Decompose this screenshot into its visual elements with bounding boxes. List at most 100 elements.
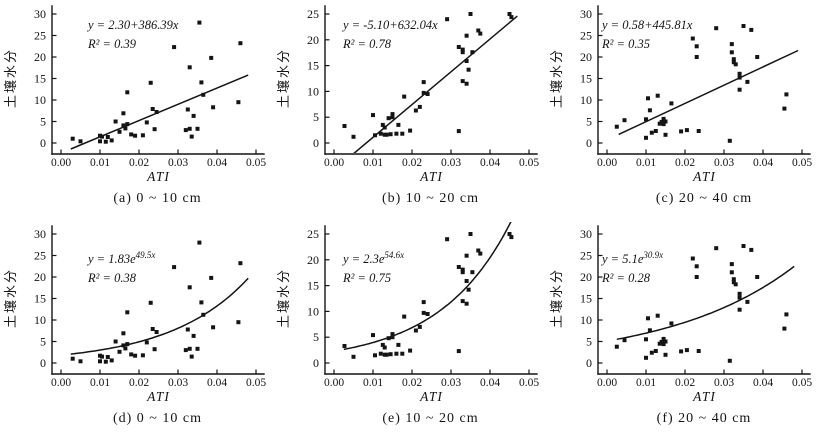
data-point (659, 119, 664, 124)
data-point (123, 126, 128, 131)
data-point (614, 344, 619, 349)
y-tick-label: 0 (586, 136, 592, 150)
y-tick-label: 25 (580, 29, 592, 43)
y-tick-label: 15 (34, 292, 46, 306)
y-tick-label: 5 (40, 335, 46, 349)
axes (597, 5, 811, 155)
data-point (690, 36, 695, 41)
data-point (199, 80, 204, 85)
data-point (425, 92, 430, 96)
data-point (185, 107, 190, 112)
x-tick-label: 0.05 (792, 377, 812, 389)
data-point (378, 131, 383, 136)
data-point (659, 339, 664, 344)
y-axis-title: 土壤水分 (276, 48, 291, 108)
x-tick-label: 0.01 (90, 157, 110, 169)
data-point (129, 352, 134, 357)
equation-exponent: 30.9x (643, 249, 664, 260)
tick-labels: 0 5 10 15 20 25 30 0.00 0.01 0.02 0.03 0.04 0.05 (34, 227, 266, 389)
fit-line (343, 222, 512, 351)
fit-line (616, 265, 795, 341)
data-point (679, 349, 684, 354)
x-tick-label: 0.03 (714, 157, 734, 169)
data-point (714, 246, 719, 251)
tick-marks (325, 13, 530, 154)
x-tick-label: 0.02 (402, 377, 422, 389)
data-point (400, 131, 405, 136)
data-point (622, 338, 627, 343)
data-point (121, 123, 126, 128)
data-point (394, 131, 399, 136)
data-point (154, 330, 159, 334)
data-point (653, 349, 658, 353)
data-point (209, 55, 214, 60)
data-point (737, 307, 742, 312)
y-tick-label: 10 (307, 304, 319, 318)
subplot-f: 0 5 10 15 20 25 30 0.00 0.01 0.02 0.03 0.04 0.05 ATI 土… (546, 220, 820, 439)
r-squared-text: R² = 0.28 (602, 271, 650, 286)
data-point (386, 116, 391, 121)
data-point (476, 248, 481, 253)
data-point (464, 279, 469, 283)
x-tick-label: 0.00 (597, 377, 617, 389)
data-point (238, 261, 243, 266)
data-point (380, 122, 385, 127)
data-point (105, 355, 110, 359)
x-tick-label: 0.04 (207, 377, 227, 389)
data-point (663, 352, 668, 357)
data-point (456, 45, 461, 49)
equation-text: y = -5.10+632.04x (343, 16, 438, 35)
x-axis-title: ATI (146, 389, 170, 404)
x-tick-label: 0.02 (129, 377, 149, 389)
axes (597, 225, 811, 375)
data-point (351, 354, 356, 359)
x-tick-label: 0.00 (324, 157, 344, 169)
tick-marks (325, 233, 530, 374)
data-point (342, 344, 347, 348)
y-tick-label: 5 (40, 115, 46, 129)
data-point (694, 44, 699, 49)
data-point (371, 333, 375, 338)
data-point (445, 237, 450, 242)
data-point (460, 50, 465, 55)
caption-d: (d) 0 ~ 10 cm (112, 411, 202, 426)
data-point (189, 354, 194, 359)
data-point (342, 124, 347, 128)
y-tick-label: 15 (580, 292, 592, 306)
data-point (445, 17, 450, 22)
x-tick-label: 0.04 (753, 157, 773, 169)
y-tick-label: 15 (307, 279, 319, 293)
axes (51, 5, 265, 155)
data-point (737, 71, 742, 76)
data-point (478, 31, 483, 36)
scatter-chart-f: 0 5 10 15 20 25 30 0.00 0.01 0.02 0.03 0.04 0.05 ATI 土… (549, 225, 812, 404)
data-point (187, 346, 192, 351)
fit-annotation-d: y = 1.83e49.5x R² = 0.38 (88, 250, 155, 289)
fit-annotation-b: y = -5.10+632.04x R² = 0.78 (343, 16, 438, 55)
data-point (100, 354, 104, 359)
x-tick-label: 0.04 (480, 157, 500, 169)
data-point (129, 132, 134, 137)
scatter-chart-e: 0 5 10 15 20 25 0.00 0.01 0.02 0.03 0.04 0.05 ATI 土壤水… (276, 222, 539, 404)
r-squared-text: R² = 0.38 (88, 271, 136, 286)
caption-a: (a) 0 ~ 10 cm (113, 191, 202, 206)
data-point (649, 130, 654, 135)
data-point (121, 111, 126, 116)
data-point (103, 139, 108, 144)
x-tick-label: 0.00 (51, 157, 71, 169)
y-tick-label: 20 (307, 253, 319, 267)
equation-main: y = 0.58+445.81x (602, 18, 693, 32)
data-point (187, 126, 192, 131)
y-tick-label: 5 (313, 110, 319, 124)
data-point (647, 108, 652, 113)
data-point (644, 355, 648, 360)
data-point (152, 127, 157, 132)
data-point (413, 328, 418, 333)
axes (324, 225, 538, 375)
data-point (669, 321, 674, 326)
data-point (425, 312, 430, 316)
data-point (464, 301, 469, 306)
y-axis-title: 土壤水分 (3, 48, 18, 108)
data-point (653, 129, 658, 133)
data-point (209, 275, 214, 280)
